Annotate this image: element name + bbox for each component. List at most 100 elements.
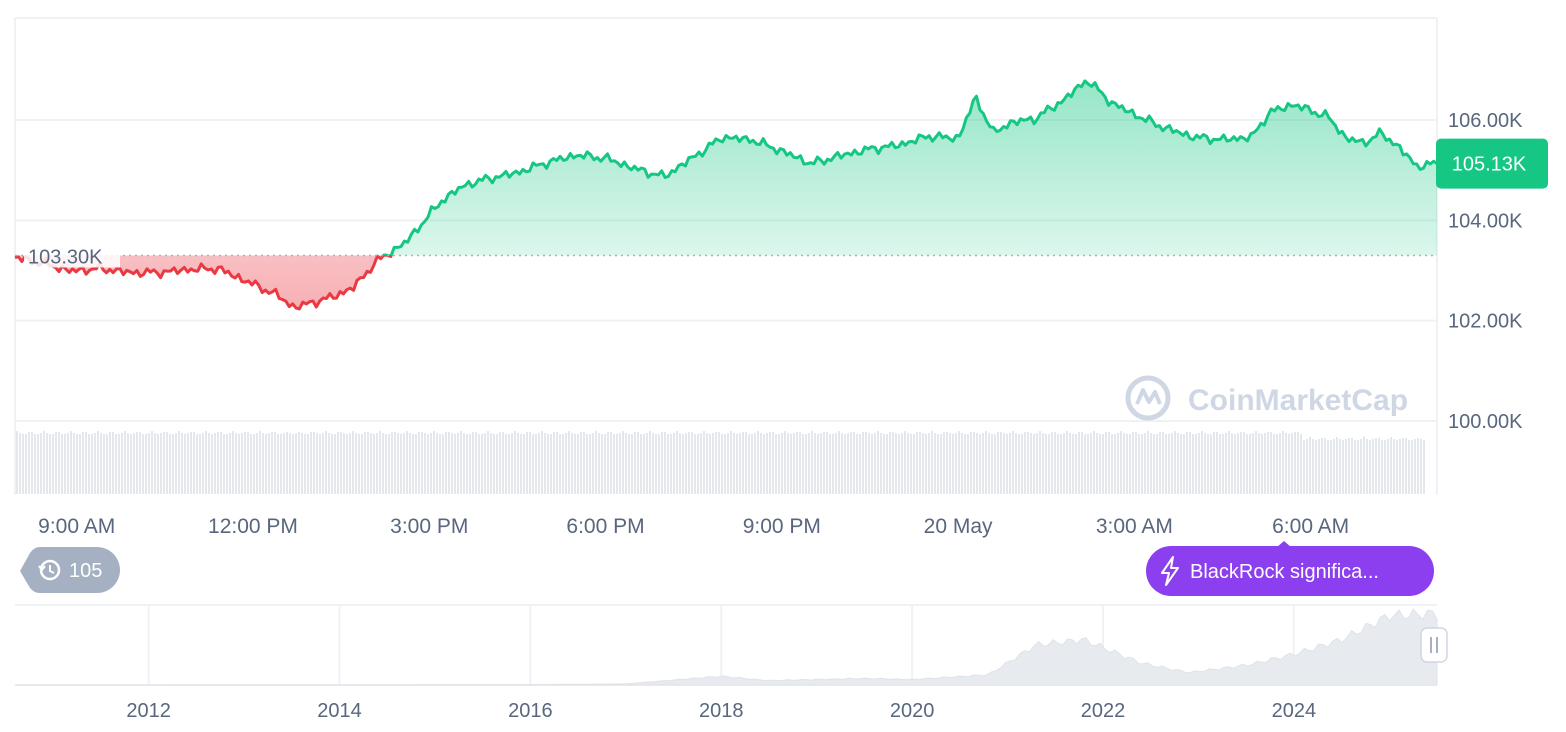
- volume-bar: [244, 432, 246, 494]
- volume-bar: [217, 432, 219, 494]
- x-tick-label: 6:00 PM: [566, 515, 644, 538]
- volume-bar: [724, 434, 726, 494]
- volume-bar: [685, 433, 687, 494]
- volume-bar: [1390, 437, 1392, 494]
- volume-bar: [364, 432, 366, 494]
- volume-bar: [1393, 439, 1395, 494]
- volume-bar: [370, 433, 372, 494]
- volume-bar: [1081, 432, 1083, 494]
- volume-bar: [610, 432, 612, 494]
- volume-bar: [991, 434, 993, 494]
- volume-bar: [1414, 439, 1416, 494]
- volume-bar: [22, 434, 24, 494]
- volume-bar: [1246, 434, 1248, 494]
- price-line-down: [14, 255, 393, 311]
- volume-bar: [451, 433, 453, 494]
- volume-bar: [781, 433, 783, 494]
- volume-bar: [562, 434, 564, 494]
- volume-bar: [973, 432, 975, 494]
- volume-bar: [688, 432, 690, 494]
- volume-bar: [742, 432, 744, 494]
- volume-bar: [142, 434, 144, 494]
- volume-bar: [46, 433, 48, 494]
- volume-bar: [694, 434, 696, 494]
- news-badge[interactable]: BlackRock significa...: [1146, 541, 1434, 596]
- volume-bar: [1294, 432, 1296, 494]
- volume-bar: [919, 432, 921, 494]
- volume-bar: [850, 432, 852, 494]
- volume-bar: [736, 434, 738, 494]
- price-area-up: [383, 80, 1437, 256]
- volume-bar: [946, 432, 948, 494]
- volume-bar: [1171, 433, 1173, 494]
- volume-bar: [589, 434, 591, 494]
- volume-bar: [739, 433, 741, 494]
- volume-bar: [367, 432, 369, 494]
- volume-bar: [1024, 432, 1026, 494]
- history-count: 105: [69, 560, 102, 582]
- volume-bar: [1333, 439, 1335, 494]
- navigator-handle[interactable]: [1420, 627, 1448, 663]
- volume-bar: [769, 432, 771, 494]
- volume-bar: [1165, 434, 1167, 494]
- volume-bar: [961, 433, 963, 494]
- volume-bar: [706, 433, 708, 494]
- volume-bar: [877, 431, 879, 494]
- volume-bar: [952, 434, 954, 494]
- navigator[interactable]: 2012 2014 2016 2018 2020 2022 2024: [15, 604, 1448, 722]
- volume-bar: [655, 434, 657, 494]
- watermark-text: CoinMarketCap: [1188, 384, 1408, 417]
- volume-bar: [1318, 439, 1320, 494]
- price-series[interactable]: [14, 79, 1438, 311]
- volume-bar: [1048, 434, 1050, 494]
- volume-bar: [376, 433, 378, 494]
- volume-bar: [505, 434, 507, 494]
- volume-bar: [160, 433, 162, 494]
- volume-bar: [157, 434, 159, 494]
- volume-bar: [1078, 432, 1080, 494]
- volume-bar: [55, 432, 57, 494]
- volume-bar: [181, 433, 183, 494]
- volume-bar: [382, 433, 384, 494]
- volume-bar: [1360, 439, 1362, 494]
- volume-bar: [424, 433, 426, 494]
- volume-bar: [460, 431, 462, 494]
- volume-bar: [394, 432, 396, 494]
- volume-bar: [427, 434, 429, 494]
- volume-bar: [226, 434, 228, 494]
- volume-bar: [541, 431, 543, 494]
- volume-bar: [592, 433, 594, 494]
- volume-bar: [1324, 438, 1326, 494]
- volume-bar: [163, 432, 165, 494]
- volume-bar: [631, 434, 633, 494]
- volume-bar: [214, 433, 216, 494]
- history-badge[interactable]: 105: [20, 547, 120, 593]
- volume-bar: [868, 433, 870, 494]
- volume-bar: [445, 432, 447, 494]
- volume-bar: [823, 432, 825, 494]
- volume-bar: [1381, 440, 1383, 494]
- volume-bar: [205, 431, 207, 494]
- volume-bar: [1060, 434, 1062, 494]
- volume-bar: [808, 433, 810, 494]
- volume-bar: [334, 434, 336, 494]
- volume-bar: [982, 433, 984, 494]
- volume-bar: [172, 434, 174, 494]
- volume-bar: [1111, 434, 1113, 494]
- volume-bar: [667, 434, 669, 494]
- volume-bar: [322, 433, 324, 494]
- volume-bar: [436, 433, 438, 494]
- volume-bar: [1396, 440, 1398, 494]
- volume-bar: [121, 433, 123, 494]
- volume-bar: [1357, 440, 1359, 494]
- volume-bar: [571, 433, 573, 494]
- volume-bar: [178, 431, 180, 494]
- volume-bar: [577, 434, 579, 494]
- volume-bar: [1231, 433, 1233, 494]
- volume-bar: [136, 432, 138, 494]
- volume-bar: [73, 433, 75, 494]
- volume-bar: [817, 434, 819, 494]
- volume-bar: [700, 433, 702, 494]
- volume-bar: [997, 432, 999, 494]
